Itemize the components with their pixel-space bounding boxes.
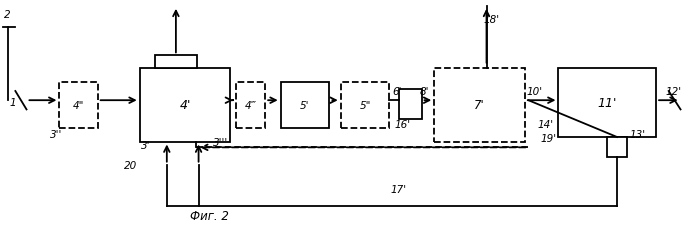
Text: 7': 7' [474, 99, 485, 112]
Text: 1: 1 [9, 98, 15, 108]
Bar [155, 56, 197, 69]
Bar [140, 69, 230, 142]
Bar [59, 82, 98, 128]
Text: 2: 2 [3, 10, 10, 19]
Text: 17': 17' [391, 185, 407, 195]
Text: 3'': 3'' [50, 130, 63, 140]
Text: 19': 19' [541, 133, 557, 143]
Bar [399, 89, 422, 119]
Text: 4": 4" [73, 100, 84, 110]
Bar [558, 69, 656, 137]
Bar [281, 82, 329, 128]
Text: Фиг. 2: Фиг. 2 [190, 209, 229, 222]
Text: 11': 11' [597, 97, 617, 109]
Bar [236, 82, 265, 128]
Text: 4‴: 4‴ [244, 100, 257, 110]
Text: 5': 5' [300, 100, 310, 110]
Text: 3''': 3''' [213, 138, 228, 148]
Text: 13': 13' [630, 130, 646, 140]
Text: 14': 14' [537, 120, 554, 129]
Bar [607, 137, 627, 157]
Text: 12': 12' [666, 86, 682, 96]
Text: 5": 5" [359, 100, 371, 110]
Text: 4': 4' [179, 99, 191, 112]
Text: 6': 6' [392, 86, 402, 96]
Bar [341, 82, 389, 128]
Text: 10': 10' [526, 86, 542, 96]
Text: 18': 18' [484, 15, 500, 25]
Text: 3': 3' [141, 140, 151, 150]
Text: 16': 16' [394, 120, 410, 129]
Text: 20: 20 [124, 161, 138, 171]
Text: 8': 8' [419, 86, 429, 96]
Bar [434, 69, 525, 142]
